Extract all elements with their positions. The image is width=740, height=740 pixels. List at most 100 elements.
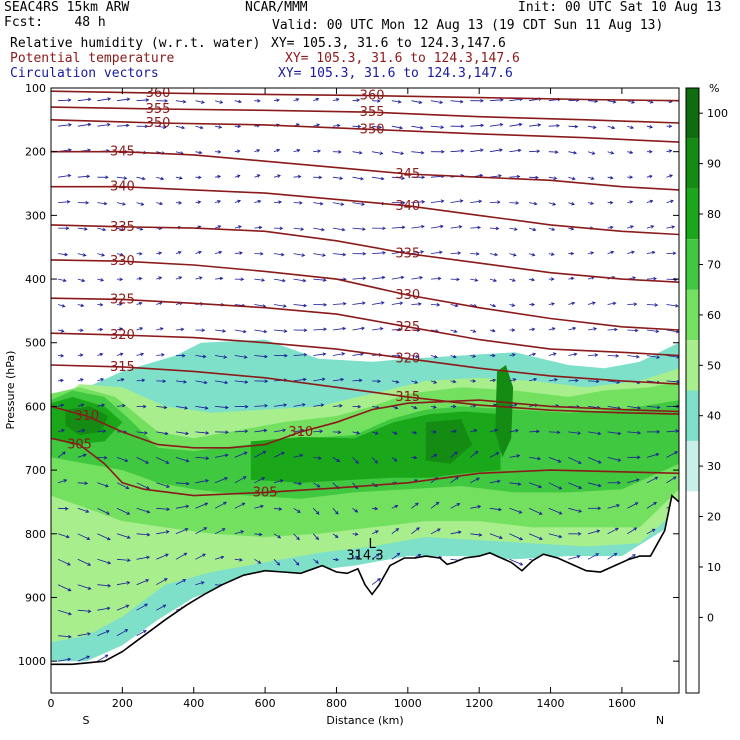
circulation-vector-head bbox=[399, 125, 404, 130]
circulation-vector-head bbox=[205, 479, 210, 483]
circulation-vector-head bbox=[636, 455, 641, 460]
circulation-vector-head bbox=[223, 355, 228, 359]
circulation-vector bbox=[666, 304, 679, 307]
contour-label-350: 350 bbox=[146, 116, 171, 131]
circulation-vector bbox=[332, 98, 339, 102]
circulation-vector-head bbox=[219, 100, 224, 104]
circulation-vector-head bbox=[103, 201, 108, 206]
circulation-vector bbox=[470, 405, 476, 407]
circulation-vector-head bbox=[87, 586, 92, 590]
circulation-vector-head bbox=[67, 657, 72, 662]
circulation-vector bbox=[136, 431, 148, 434]
circulation-vector-head bbox=[277, 174, 281, 178]
circulation-vector bbox=[568, 277, 574, 280]
circulation-vector bbox=[156, 578, 168, 586]
circulation-vector-head bbox=[102, 227, 107, 232]
circulation-vector-head bbox=[139, 327, 144, 331]
circulation-vector bbox=[450, 100, 463, 103]
circulation-vector bbox=[489, 99, 503, 102]
circulation-vector-head bbox=[260, 504, 264, 509]
circulation-vector bbox=[607, 406, 621, 409]
circulation-vector bbox=[58, 99, 71, 102]
circulation-vector-head bbox=[126, 97, 131, 102]
circulation-vector bbox=[58, 329, 64, 332]
circulation-vector bbox=[646, 502, 657, 509]
circulation-vector-head bbox=[531, 252, 536, 257]
circulation-vector bbox=[97, 202, 107, 205]
circulation-vector bbox=[195, 457, 209, 459]
circulation-vector bbox=[58, 278, 66, 282]
circulation-vector-head bbox=[476, 477, 480, 481]
circulation-vector-head bbox=[342, 252, 347, 257]
circulation-vector-head bbox=[284, 353, 288, 358]
circulation-vector-head bbox=[533, 201, 538, 206]
circulation-vector bbox=[97, 584, 111, 587]
circulation-vector-head bbox=[283, 304, 287, 308]
circulation-vector-head bbox=[316, 484, 321, 488]
model-title: SEAC4RS 15km ARW bbox=[4, 0, 130, 15]
circulation-vector-head bbox=[279, 479, 284, 483]
circulation-vector bbox=[97, 533, 111, 540]
circulation-vector bbox=[489, 201, 500, 203]
circulation-vector-head bbox=[85, 200, 90, 205]
circulation-vector-head bbox=[361, 326, 366, 331]
circulation-vector bbox=[313, 253, 326, 256]
circulation-vector bbox=[371, 530, 379, 535]
circulation-vector-head bbox=[295, 98, 300, 102]
circulation-vector bbox=[156, 553, 169, 560]
contour-label-360: 360 bbox=[146, 86, 171, 101]
circulation-vector-head bbox=[381, 275, 386, 280]
circulation-vector-head bbox=[107, 561, 112, 565]
circulation-vector bbox=[548, 176, 557, 179]
circulation-vector bbox=[77, 482, 88, 484]
circulation-vector-head bbox=[101, 403, 106, 407]
circulation-vector bbox=[372, 252, 386, 254]
circulation-vector-head bbox=[338, 150, 342, 154]
circulation-vector-head bbox=[224, 380, 229, 385]
circulation-vector bbox=[214, 100, 223, 104]
circulation-vector bbox=[313, 278, 326, 281]
circulation-vector bbox=[156, 457, 169, 464]
circulation-vector bbox=[587, 151, 595, 155]
circulation-vector bbox=[450, 451, 458, 458]
circulation-vector-head bbox=[177, 251, 182, 255]
colorbar-tick-label: 40 bbox=[707, 410, 721, 423]
circulation-vector bbox=[254, 355, 268, 358]
circulation-vector bbox=[116, 353, 123, 356]
circulation-vector-head bbox=[316, 123, 321, 127]
circulation-vector-head bbox=[119, 302, 123, 306]
circulation-vector-head bbox=[165, 553, 169, 557]
circulation-vector-head bbox=[415, 502, 419, 506]
circulation-vector-head bbox=[675, 429, 679, 433]
circulation-vector-head bbox=[453, 329, 458, 333]
contour-label-310: 310 bbox=[288, 425, 313, 440]
circulation-vector-head bbox=[357, 124, 362, 129]
circulation-vector-head bbox=[139, 227, 144, 231]
circulation-vector bbox=[470, 227, 481, 229]
circulation-vector-head bbox=[318, 456, 322, 460]
circulation-vector-head bbox=[394, 405, 399, 410]
circulation-vector-head bbox=[668, 149, 673, 153]
circulation-vector-head bbox=[518, 122, 523, 127]
circulation-vector-head bbox=[260, 251, 264, 256]
circulation-vector bbox=[646, 251, 655, 254]
circulation-vector bbox=[97, 558, 111, 564]
circulation-vector bbox=[77, 429, 85, 433]
circulation-vector bbox=[136, 353, 144, 356]
circulation-vector-head bbox=[377, 379, 382, 383]
circulation-vector bbox=[234, 329, 246, 333]
circulation-vector-head bbox=[166, 484, 171, 488]
circulation-vector-head bbox=[242, 476, 247, 480]
circulation-vector bbox=[607, 329, 618, 331]
circulation-vector-head bbox=[276, 148, 281, 153]
circulation-vector-head bbox=[262, 450, 267, 455]
circulation-vector bbox=[607, 100, 616, 103]
circulation-vector bbox=[214, 477, 228, 484]
organization: NCAR/MMM bbox=[245, 0, 308, 15]
circulation-vector-head bbox=[457, 530, 462, 535]
circulation-vector bbox=[273, 278, 286, 282]
circulation-vector bbox=[293, 227, 304, 230]
circulation-vector-head bbox=[67, 562, 71, 566]
circulation-vector-head bbox=[126, 581, 131, 585]
